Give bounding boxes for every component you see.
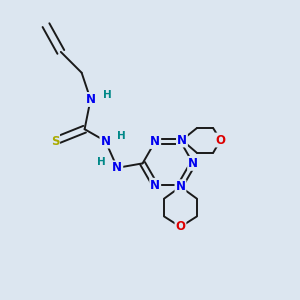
Text: N: N [150,135,160,148]
Text: N: N [150,179,160,192]
Text: N: N [100,135,110,148]
Text: H: H [97,158,105,167]
Text: H: H [117,131,126,141]
Text: N: N [176,180,185,193]
Text: H: H [103,90,111,100]
Text: S: S [51,135,59,148]
Text: N: N [112,161,122,174]
Text: O: O [216,134,226,146]
Text: N: N [188,157,198,170]
Text: N: N [177,134,187,146]
Text: N: N [85,93,96,106]
Text: O: O [176,220,185,233]
